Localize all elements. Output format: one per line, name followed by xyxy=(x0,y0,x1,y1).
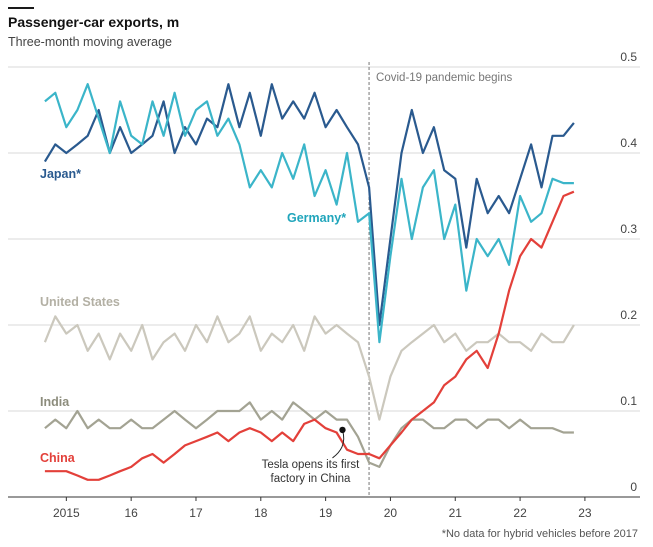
y-tick-label: 0.3 xyxy=(620,222,637,236)
series-line xyxy=(44,190,575,481)
title-bar xyxy=(8,7,34,9)
x-tick-label: 2015 xyxy=(53,506,80,520)
x-tick-label: 22 xyxy=(513,506,527,520)
y-tick-label: 0.2 xyxy=(620,308,637,322)
series-label: India xyxy=(40,395,70,409)
y-tick-label: 0.1 xyxy=(620,394,637,408)
x-tick-label: 23 xyxy=(578,506,592,520)
x-tick-label: 20 xyxy=(384,506,398,520)
series-label: China xyxy=(40,451,76,465)
y-tick-label: 0 xyxy=(630,480,637,494)
y-tick-label: 0.4 xyxy=(620,136,637,150)
annotation-leader xyxy=(332,429,345,459)
series-line xyxy=(43,83,575,327)
x-tick-label: 21 xyxy=(449,506,463,520)
annotation-label: Tesla opens its first xyxy=(262,459,361,471)
x-tick-label: 18 xyxy=(254,506,268,520)
annotation-label: factory in China xyxy=(271,473,352,485)
covid-label: Covid-19 pandemic begins xyxy=(376,72,512,84)
x-tick-label: 17 xyxy=(189,506,203,520)
x-tick-label: 16 xyxy=(124,506,138,520)
series-label: Japan* xyxy=(40,167,81,181)
chart-title: Passenger-car exports, m xyxy=(8,14,179,30)
series-label: Germany* xyxy=(287,211,346,225)
series-line xyxy=(44,83,574,344)
x-tick-label: 19 xyxy=(319,506,333,520)
series-line xyxy=(44,401,574,468)
footnote: *No data for hybrid vehicles before 2017 xyxy=(442,528,638,540)
y-tick-label: 0.5 xyxy=(620,50,637,64)
series-line xyxy=(43,315,575,421)
series-label: United States xyxy=(40,295,120,309)
chart-subtitle: Three-month moving average xyxy=(8,35,172,49)
annotation-dot xyxy=(339,426,346,434)
